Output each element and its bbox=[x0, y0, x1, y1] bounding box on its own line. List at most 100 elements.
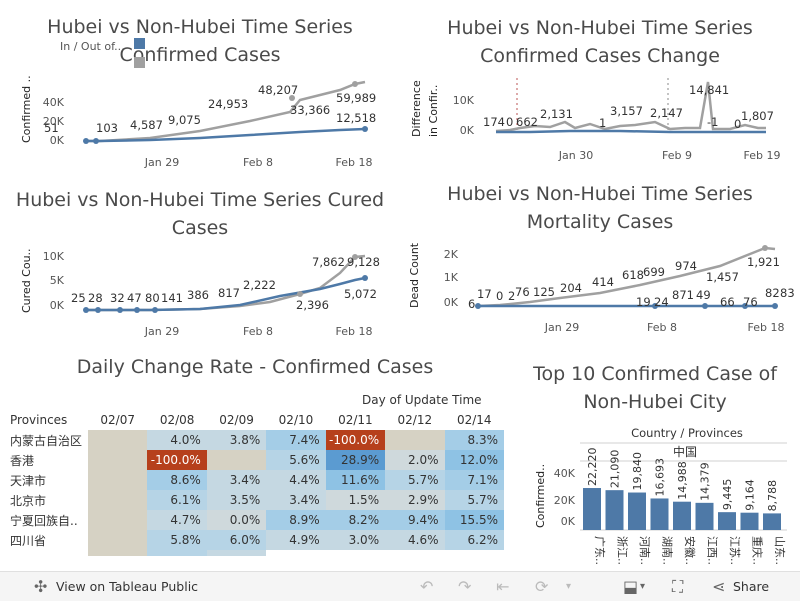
heatmap-cell[interactable]: 4.0% bbox=[147, 430, 207, 450]
data-point[interactable] bbox=[475, 303, 481, 309]
column-header[interactable]: 02/14 bbox=[456, 413, 492, 427]
heatmap-cell[interactable] bbox=[385, 550, 445, 556]
bar[interactable] bbox=[628, 492, 646, 530]
bar[interactable] bbox=[673, 501, 691, 530]
heatmap-table[interactable]: Provinces 02/07 02/08 02/09 02/10 02/11 … bbox=[6, 410, 506, 556]
bar[interactable] bbox=[718, 512, 736, 530]
fullscreen-icon[interactable]: ⛶ bbox=[672, 577, 684, 596]
heatmap-cell[interactable]: 4.7% bbox=[147, 510, 207, 530]
data-point[interactable] bbox=[742, 303, 748, 309]
data-point[interactable] bbox=[93, 138, 99, 144]
heatmap-cell[interactable]: 9.4% bbox=[385, 510, 445, 530]
non-hubei-line[interactable] bbox=[495, 81, 766, 133]
heatmap-cell[interactable] bbox=[325, 550, 386, 556]
heatmap-cell[interactable]: 3.0% bbox=[325, 530, 386, 550]
column-header[interactable]: 02/10 bbox=[278, 413, 314, 427]
heatmap-cell[interactable]: 7.4% bbox=[266, 430, 326, 450]
hubei-line[interactable] bbox=[496, 129, 766, 134]
redo-icon[interactable]: ↷ bbox=[458, 577, 472, 596]
heatmap-cell[interactable]: 7.1% bbox=[444, 470, 504, 490]
heatmap-cell[interactable] bbox=[266, 550, 326, 556]
data-point[interactable] bbox=[297, 291, 303, 297]
view-on-tableau-link[interactable]: View on Tableau Public bbox=[56, 579, 199, 594]
legend-hubei-swatch[interactable] bbox=[134, 38, 145, 49]
heatmap-cell[interactable]: -100.0% bbox=[147, 450, 207, 470]
heatmap-cell[interactable]: 4.6% bbox=[385, 530, 445, 550]
share-button[interactable]: Share bbox=[733, 579, 770, 594]
data-point[interactable] bbox=[117, 307, 123, 313]
table-row[interactable]: 内蒙古自治区 4.0% 3.8% 7.4% -100.0% 8.3% bbox=[6, 430, 504, 450]
heatmap-cell[interactable]: 6.2% bbox=[444, 530, 504, 550]
hubei-line[interactable] bbox=[86, 276, 366, 312]
data-point[interactable] bbox=[352, 254, 358, 260]
data-point[interactable] bbox=[652, 303, 658, 309]
heatmap-cell[interactable] bbox=[88, 550, 148, 556]
undo-icon[interactable]: ↶ bbox=[420, 577, 434, 596]
heatmap-cell[interactable]: 0.0% bbox=[206, 510, 267, 530]
data-point[interactable] bbox=[762, 245, 768, 251]
heatmap-cell[interactable] bbox=[444, 550, 504, 556]
heatmap-cell[interactable]: 4.4% bbox=[266, 470, 326, 490]
table-row[interactable]: 宁夏回族自.. 4.7% 0.0% 8.9% 8.2% 9.4% 15.5% bbox=[6, 510, 504, 530]
data-point[interactable] bbox=[772, 303, 778, 309]
legend-non-hubei-swatch[interactable] bbox=[134, 57, 145, 68]
heatmap-cell[interactable]: 3.4% bbox=[206, 470, 267, 490]
heatmap-cell[interactable]: -100.0% bbox=[325, 430, 386, 450]
heatmap-cell[interactable] bbox=[206, 550, 267, 556]
data-point[interactable] bbox=[362, 126, 368, 132]
data-point[interactable] bbox=[134, 307, 140, 313]
data-point[interactable] bbox=[702, 303, 708, 309]
heatmap-cell[interactable]: 11.6% bbox=[325, 470, 386, 490]
heatmap-cell[interactable]: 6.0% bbox=[206, 530, 267, 550]
revert-icon[interactable]: ⇤ bbox=[496, 577, 510, 596]
chevron-down-icon[interactable]: ▾ bbox=[566, 581, 572, 592]
column-header[interactable]: 02/07 bbox=[100, 413, 135, 427]
heatmap-cell[interactable]: 2.0% bbox=[385, 450, 445, 470]
bar[interactable] bbox=[740, 512, 759, 530]
data-point[interactable] bbox=[95, 307, 101, 313]
heatmap-cell[interactable] bbox=[385, 430, 445, 450]
heatmap-cell[interactable]: 4.9% bbox=[266, 530, 326, 550]
download-icon[interactable]: ⬓ bbox=[623, 577, 639, 596]
heatmap-cell[interactable]: 5.6% bbox=[266, 450, 326, 470]
table-row[interactable]: 天津市 8.6% 3.4% 4.4% 11.6% 5.7% 7.1% bbox=[6, 470, 504, 490]
heatmap-cell[interactable]: 8.9% bbox=[266, 510, 326, 530]
heatmap-cell[interactable]: 5.7% bbox=[444, 490, 504, 510]
heatmap-cell[interactable]: 5.8% bbox=[147, 530, 207, 550]
bar[interactable] bbox=[650, 498, 669, 530]
heatmap-cell[interactable] bbox=[88, 450, 148, 470]
data-point[interactable] bbox=[289, 95, 295, 101]
column-header[interactable]: 02/09 bbox=[219, 413, 254, 427]
heatmap-cell[interactable]: 8.2% bbox=[325, 510, 386, 530]
heatmap-cell[interactable]: 1.5% bbox=[325, 490, 386, 510]
non-hubei-line[interactable] bbox=[477, 246, 776, 308]
heatmap-cell[interactable] bbox=[147, 550, 207, 556]
data-point[interactable] bbox=[352, 81, 358, 87]
data-point[interactable] bbox=[83, 307, 89, 313]
heatmap-cell[interactable]: 12.0% bbox=[444, 450, 504, 470]
bar[interactable] bbox=[695, 502, 714, 530]
table-row[interactable] bbox=[6, 550, 504, 556]
column-header[interactable]: 02/08 bbox=[159, 413, 195, 427]
heatmap-cell[interactable] bbox=[88, 430, 148, 450]
heatmap-cell[interactable]: 3.4% bbox=[266, 490, 326, 510]
heatmap-cell[interactable] bbox=[88, 510, 148, 530]
table-row[interactable]: 北京市 6.1% 3.5% 3.4% 1.5% 2.9% 5.7% bbox=[6, 490, 504, 510]
table-row[interactable]: 四川省 5.8% 6.0% 4.9% 3.0% 4.6% 6.2% bbox=[6, 530, 504, 550]
chevron-down-icon[interactable]: ▾ bbox=[640, 581, 646, 592]
table-row[interactable]: 香港 -100.0% 5.6% 28.9% 2.0% 12.0% bbox=[6, 450, 504, 470]
hubei-line[interactable] bbox=[86, 127, 366, 143]
refresh-icon[interactable]: ⟳ bbox=[535, 577, 549, 596]
bar[interactable] bbox=[605, 490, 624, 530]
heatmap-cell[interactable]: 8.3% bbox=[444, 430, 504, 450]
share-icon[interactable]: ⋖ bbox=[712, 577, 726, 596]
heatmap-cell[interactable]: 8.6% bbox=[147, 470, 207, 490]
heatmap-cell[interactable]: 5.7% bbox=[385, 470, 445, 490]
data-point[interactable] bbox=[152, 307, 158, 313]
heatmap-cell[interactable]: 3.8% bbox=[206, 430, 267, 450]
heatmap-cell[interactable]: 6.1% bbox=[147, 490, 207, 510]
column-header[interactable]: 02/11 bbox=[338, 413, 373, 427]
data-point[interactable] bbox=[362, 275, 368, 281]
heatmap-cell[interactable]: 15.5% bbox=[444, 510, 504, 530]
heatmap-cell[interactable] bbox=[6, 550, 88, 556]
